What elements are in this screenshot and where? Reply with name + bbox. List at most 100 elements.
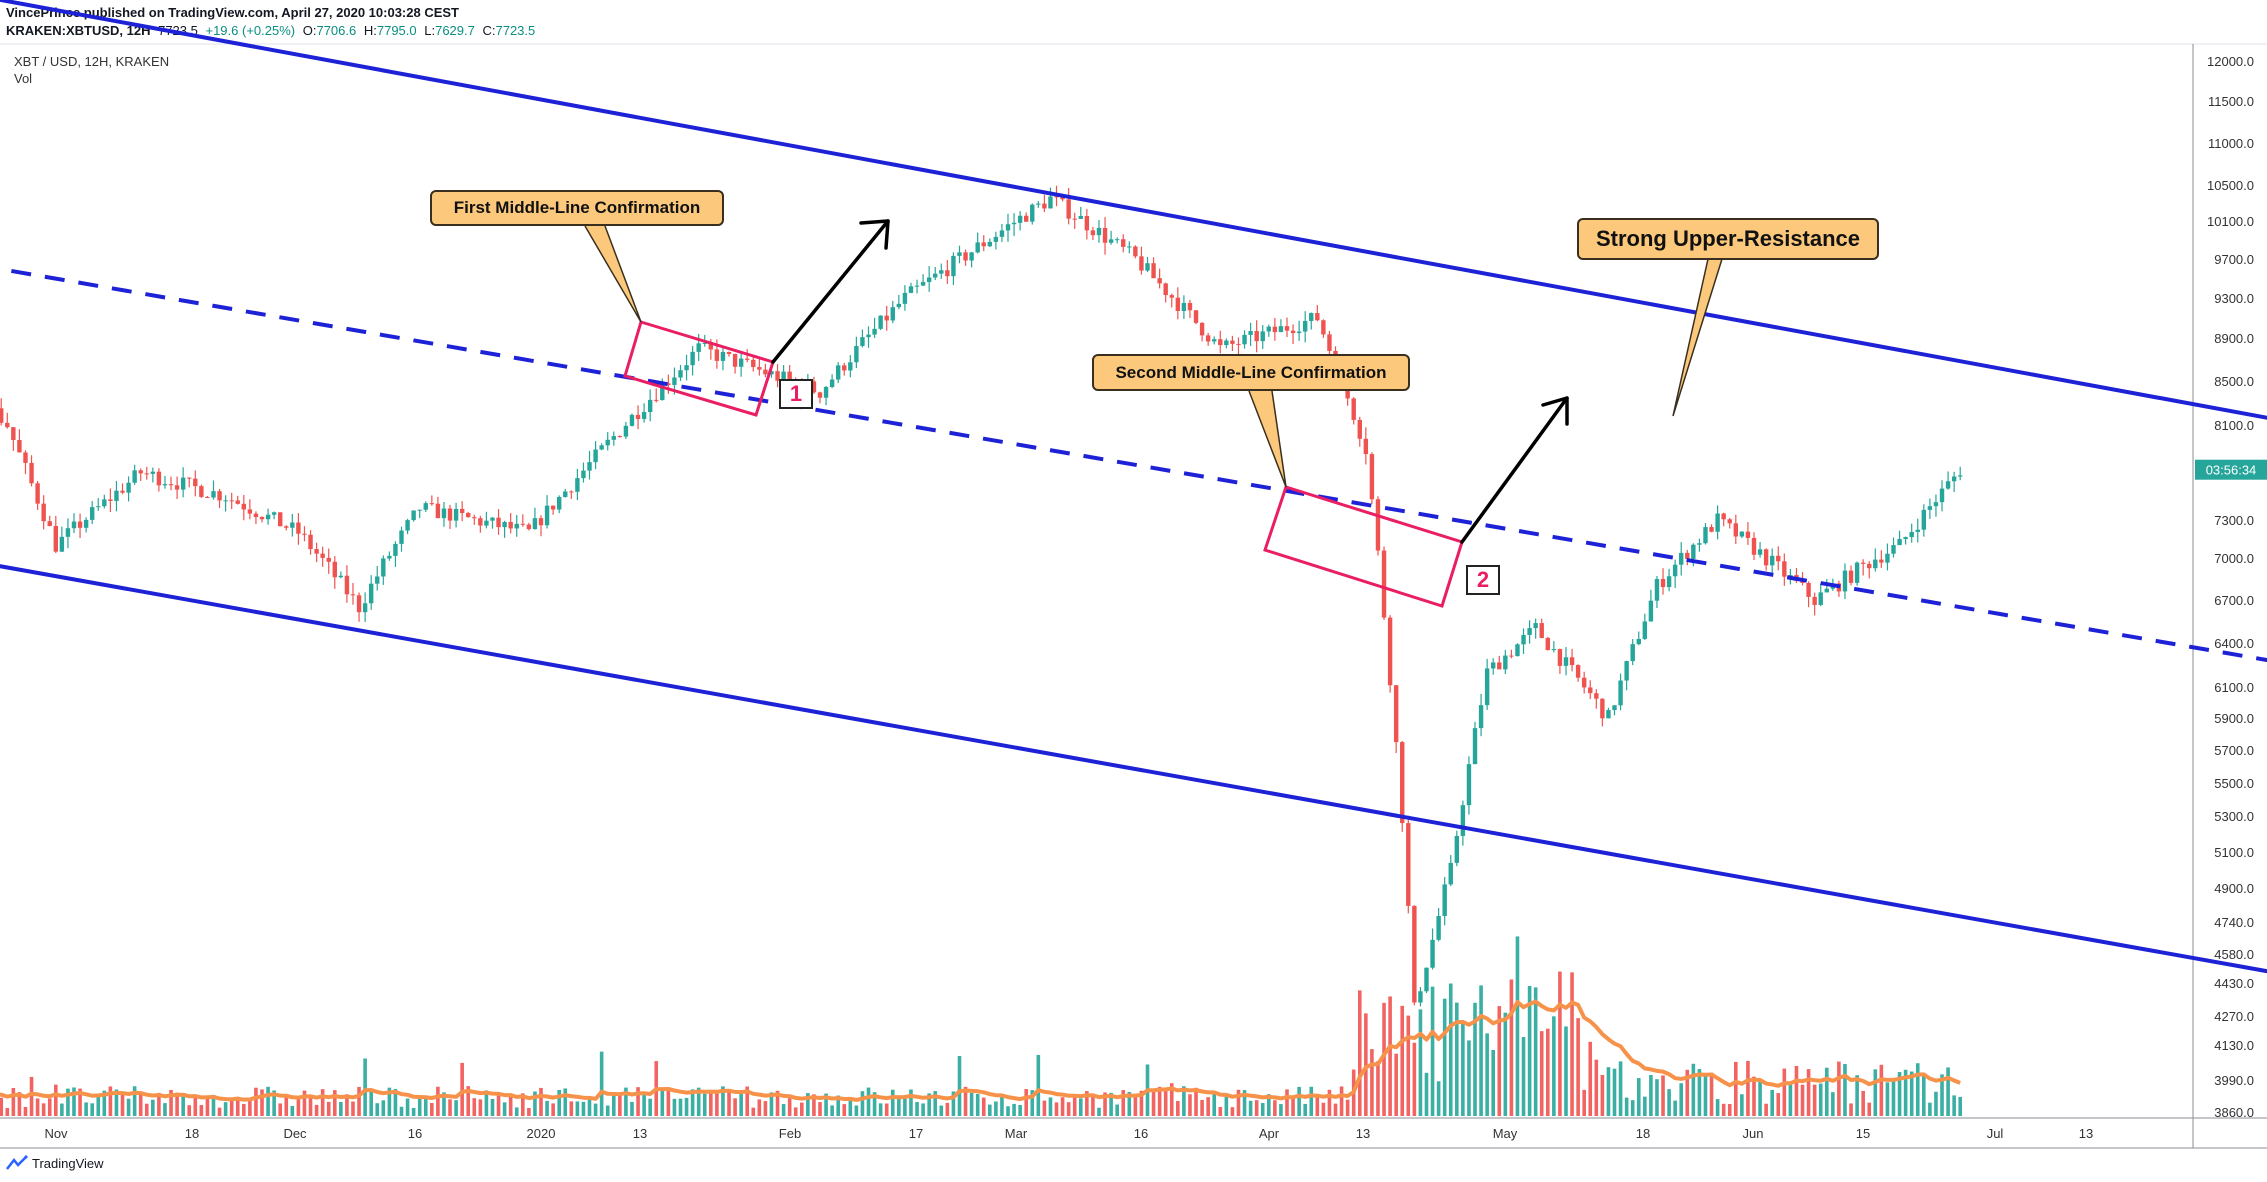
candle-body xyxy=(981,242,986,247)
volume-bar xyxy=(1497,1006,1502,1116)
volume-bar xyxy=(157,1092,161,1116)
volume-bar xyxy=(1831,1092,1835,1116)
candle-body xyxy=(1163,283,1168,296)
callout-strong-upper-resistance[interactable]: Strong Upper-Resistance xyxy=(1577,218,1879,260)
volume-bar xyxy=(1673,1100,1677,1116)
volume-bar xyxy=(1127,1092,1132,1116)
candle-body xyxy=(647,399,653,413)
candle-body xyxy=(423,503,428,510)
volume-bar xyxy=(739,1093,743,1116)
price-tick-label: 7000.0 xyxy=(2214,551,2254,566)
volume-bar xyxy=(1515,936,1520,1116)
candle-body xyxy=(629,414,635,426)
candle-body xyxy=(842,365,847,371)
candle-body xyxy=(1751,537,1757,555)
label-box-1[interactable]: 1 xyxy=(779,379,813,409)
volume-bar xyxy=(363,1058,367,1116)
candle-body xyxy=(860,337,865,346)
price-tick-label: 4900.0 xyxy=(2214,881,2254,896)
price-tick-label: 9700.0 xyxy=(2214,252,2254,267)
label-box-2[interactable]: 2 xyxy=(1466,565,1500,595)
callout-second-middle-line[interactable]: Second Middle-Line Confirmation xyxy=(1092,354,1410,391)
volume-bar xyxy=(1442,998,1447,1116)
volume-bar xyxy=(733,1098,737,1116)
volume-bar xyxy=(1958,1096,1963,1116)
candle-body xyxy=(902,292,908,304)
volume-bar xyxy=(278,1103,283,1116)
volume-bar xyxy=(630,1101,634,1116)
channel-middle-line[interactable] xyxy=(0,231,2267,792)
symbol-label[interactable]: KRAKEN:XBTUSD, 12H xyxy=(6,23,151,38)
time-axis[interactable]: Nov 18 Dec 16 2020 13 Feb 17 Mar 16 Apr 13 May 18 Jun 1… xyxy=(44,1126,2093,1141)
volume-bar xyxy=(1533,987,1538,1116)
volume-bar xyxy=(1303,1103,1307,1116)
volume-bar xyxy=(1285,1089,1289,1116)
channel-lines xyxy=(0,0,2267,1107)
volume-bar xyxy=(60,1103,64,1116)
candle-body xyxy=(1060,197,1065,200)
volume-bar xyxy=(1260,1103,1265,1116)
candle-body xyxy=(223,500,228,502)
callout-first-middle-line[interactable]: First Middle-Line Confirmation xyxy=(430,190,724,226)
price-tick-label: 4270.0 xyxy=(2214,1009,2254,1024)
candle-body xyxy=(47,521,52,526)
candle-body xyxy=(1121,239,1126,247)
candle-body xyxy=(1024,215,1029,222)
time-tick-label: 13 xyxy=(2079,1126,2093,1141)
candle-body xyxy=(241,503,247,510)
time-tick-label: 2020 xyxy=(527,1126,556,1141)
candle-body xyxy=(132,470,137,483)
volume-bar xyxy=(1697,1069,1702,1116)
candle-body xyxy=(314,549,319,554)
volume-bar xyxy=(690,1089,695,1116)
volume-bar xyxy=(1376,1061,1380,1116)
volume-bar xyxy=(709,1090,713,1116)
candle-body xyxy=(393,543,398,556)
volume-bar xyxy=(1078,1098,1083,1116)
candle-body xyxy=(1133,246,1138,257)
candle-body xyxy=(975,242,980,253)
volume-bar xyxy=(242,1103,246,1116)
candle-body xyxy=(338,575,344,578)
volume-bar xyxy=(460,1062,464,1116)
volume-bar xyxy=(1903,1069,1908,1116)
footer-brand[interactable]: TradingView xyxy=(6,1155,104,1171)
candle-body xyxy=(757,367,762,370)
candle-body xyxy=(726,352,732,354)
price-tick-label: 12000.0 xyxy=(2207,54,2254,69)
callout-pointer-1 xyxy=(584,225,642,323)
candle-body xyxy=(96,506,101,508)
volume-bar xyxy=(806,1093,810,1116)
volume-bar xyxy=(217,1107,222,1116)
price-axis[interactable]: 12000.0 11500.0 11000.0 10500.0 10100.0 9700.… xyxy=(2207,54,2254,1120)
channel-lower-line[interactable] xyxy=(0,526,2267,1107)
volume-bar xyxy=(284,1096,289,1116)
volume-bar xyxy=(599,1051,604,1116)
volume-bar xyxy=(545,1100,549,1116)
time-tick-label: 18 xyxy=(1636,1126,1650,1141)
candle-body xyxy=(1454,835,1460,863)
volume-bar xyxy=(126,1098,131,1116)
candle-body xyxy=(1400,742,1405,824)
price-tick-label: 8900.0 xyxy=(2214,331,2254,346)
time-tick-label: 13 xyxy=(633,1126,647,1141)
confirmation-box-1[interactable] xyxy=(623,320,775,417)
label-box-2-text: 2 xyxy=(1476,567,1490,592)
volume-bar xyxy=(108,1086,113,1116)
volume-bar xyxy=(1558,971,1562,1116)
volume-bar xyxy=(151,1099,155,1116)
volume-bar xyxy=(1879,1064,1884,1116)
confirmation-box-2[interactable] xyxy=(1263,485,1464,608)
volume-bar xyxy=(17,1092,22,1116)
candle-body xyxy=(1011,222,1017,225)
volume-bar xyxy=(1248,1100,1253,1116)
candle-body xyxy=(1909,531,1914,538)
close-label: C: xyxy=(482,23,496,38)
volume-bar xyxy=(405,1098,410,1116)
candle-body xyxy=(1369,454,1375,500)
candle-body xyxy=(1284,326,1290,331)
time-tick-label: Mar xyxy=(1005,1126,1028,1141)
candle-body xyxy=(1727,519,1732,524)
channel-upper-line[interactable] xyxy=(0,0,2267,558)
